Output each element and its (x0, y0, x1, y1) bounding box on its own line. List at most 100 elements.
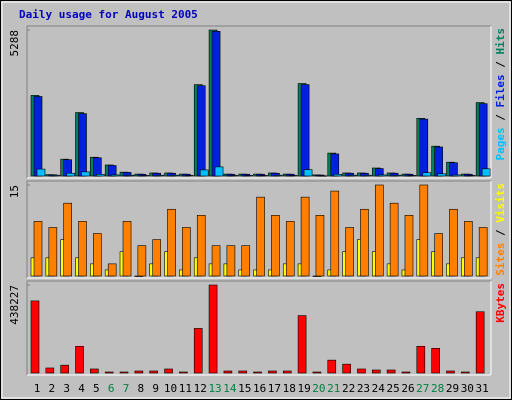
bar (164, 368, 173, 374)
bar (140, 175, 150, 177)
bar (90, 368, 99, 374)
bar (437, 173, 446, 177)
x-tick-label: 3 (63, 382, 70, 395)
bar (45, 367, 55, 374)
bar (253, 371, 262, 374)
bar (404, 215, 414, 277)
bar (348, 174, 357, 177)
bar (449, 208, 458, 277)
bar (167, 208, 176, 277)
x-tick-label: 19 (297, 382, 310, 395)
bar (363, 174, 372, 177)
x-tick-label: 26 (401, 382, 414, 395)
x-tick-label: 7 (123, 382, 130, 395)
bar (259, 175, 268, 177)
bar (241, 245, 251, 277)
bar (125, 174, 135, 177)
bar (119, 371, 129, 374)
plot-area (26, 280, 492, 376)
bar (449, 162, 458, 177)
bar (30, 300, 40, 374)
bar (75, 345, 84, 374)
y-tick-label: 438227 (8, 285, 21, 325)
bar (229, 175, 239, 177)
bar (300, 196, 310, 277)
bar (152, 239, 162, 277)
bar (300, 84, 310, 177)
legend-separator: / (494, 223, 507, 243)
bar (330, 190, 340, 277)
bar (33, 221, 43, 277)
bar (389, 202, 399, 277)
bar (446, 370, 455, 374)
bar (238, 370, 248, 374)
bar (407, 175, 417, 177)
x-tick-label: 4 (78, 382, 85, 395)
bar (78, 221, 87, 277)
bar (134, 370, 144, 374)
legend-entry: Visits (494, 183, 507, 223)
bar (93, 157, 102, 177)
bar (271, 215, 280, 277)
x-tick-label: 30 (461, 382, 474, 395)
bar (297, 315, 307, 374)
x-tick-label: 17 (268, 382, 281, 395)
x-tick-label: 27 (416, 382, 429, 395)
bar (461, 371, 470, 374)
bar (434, 146, 443, 177)
bar (434, 233, 443, 277)
bar (342, 363, 351, 374)
x-tick-label: 8 (138, 382, 145, 395)
bar (107, 263, 117, 277)
bar (66, 172, 75, 177)
legend-entry: Sites (494, 243, 507, 276)
bar (96, 174, 105, 177)
x-tick-label: 31 (476, 382, 489, 395)
bar (244, 175, 254, 177)
bar (193, 328, 203, 374)
x-tick-label: 29 (446, 382, 459, 395)
x-tick-label: 18 (283, 382, 296, 395)
bar (137, 245, 147, 277)
x-tick-label: 15 (238, 382, 251, 395)
bar (357, 368, 366, 374)
legend: Pages / Files / Hits (494, 28, 507, 161)
x-tick-label: 23 (357, 382, 370, 395)
bar (303, 169, 313, 177)
bar (327, 359, 337, 374)
bar (274, 174, 283, 177)
x-tick-label: 9 (152, 382, 159, 395)
bar (392, 174, 402, 177)
bar (211, 245, 221, 277)
legend: Sites / Visits (494, 183, 507, 276)
bar (48, 227, 58, 277)
bar (467, 175, 476, 177)
plot-area (26, 25, 492, 179)
bar (333, 174, 343, 177)
bar (60, 364, 69, 374)
bar (107, 165, 117, 177)
bar (256, 196, 265, 277)
chart-title: Daily usage for August 2005 (19, 8, 198, 21)
bar (104, 371, 114, 374)
bar (185, 175, 194, 177)
bar (478, 227, 488, 277)
bar (199, 169, 209, 177)
bar (360, 208, 369, 277)
x-tick-label: 2 (49, 382, 56, 395)
x-tick-label: 5 (93, 382, 100, 395)
bar (285, 221, 295, 277)
bar (401, 371, 411, 374)
x-tick-label: 6 (108, 382, 115, 395)
bar (416, 345, 426, 374)
bar (214, 166, 224, 177)
x-tick-label: 11 (179, 382, 192, 395)
bar (63, 202, 72, 277)
legend-entry: Pages (494, 127, 507, 160)
bar (288, 175, 298, 177)
x-tick-label: 25 (387, 382, 400, 395)
bar (315, 215, 325, 277)
bar (36, 168, 46, 177)
